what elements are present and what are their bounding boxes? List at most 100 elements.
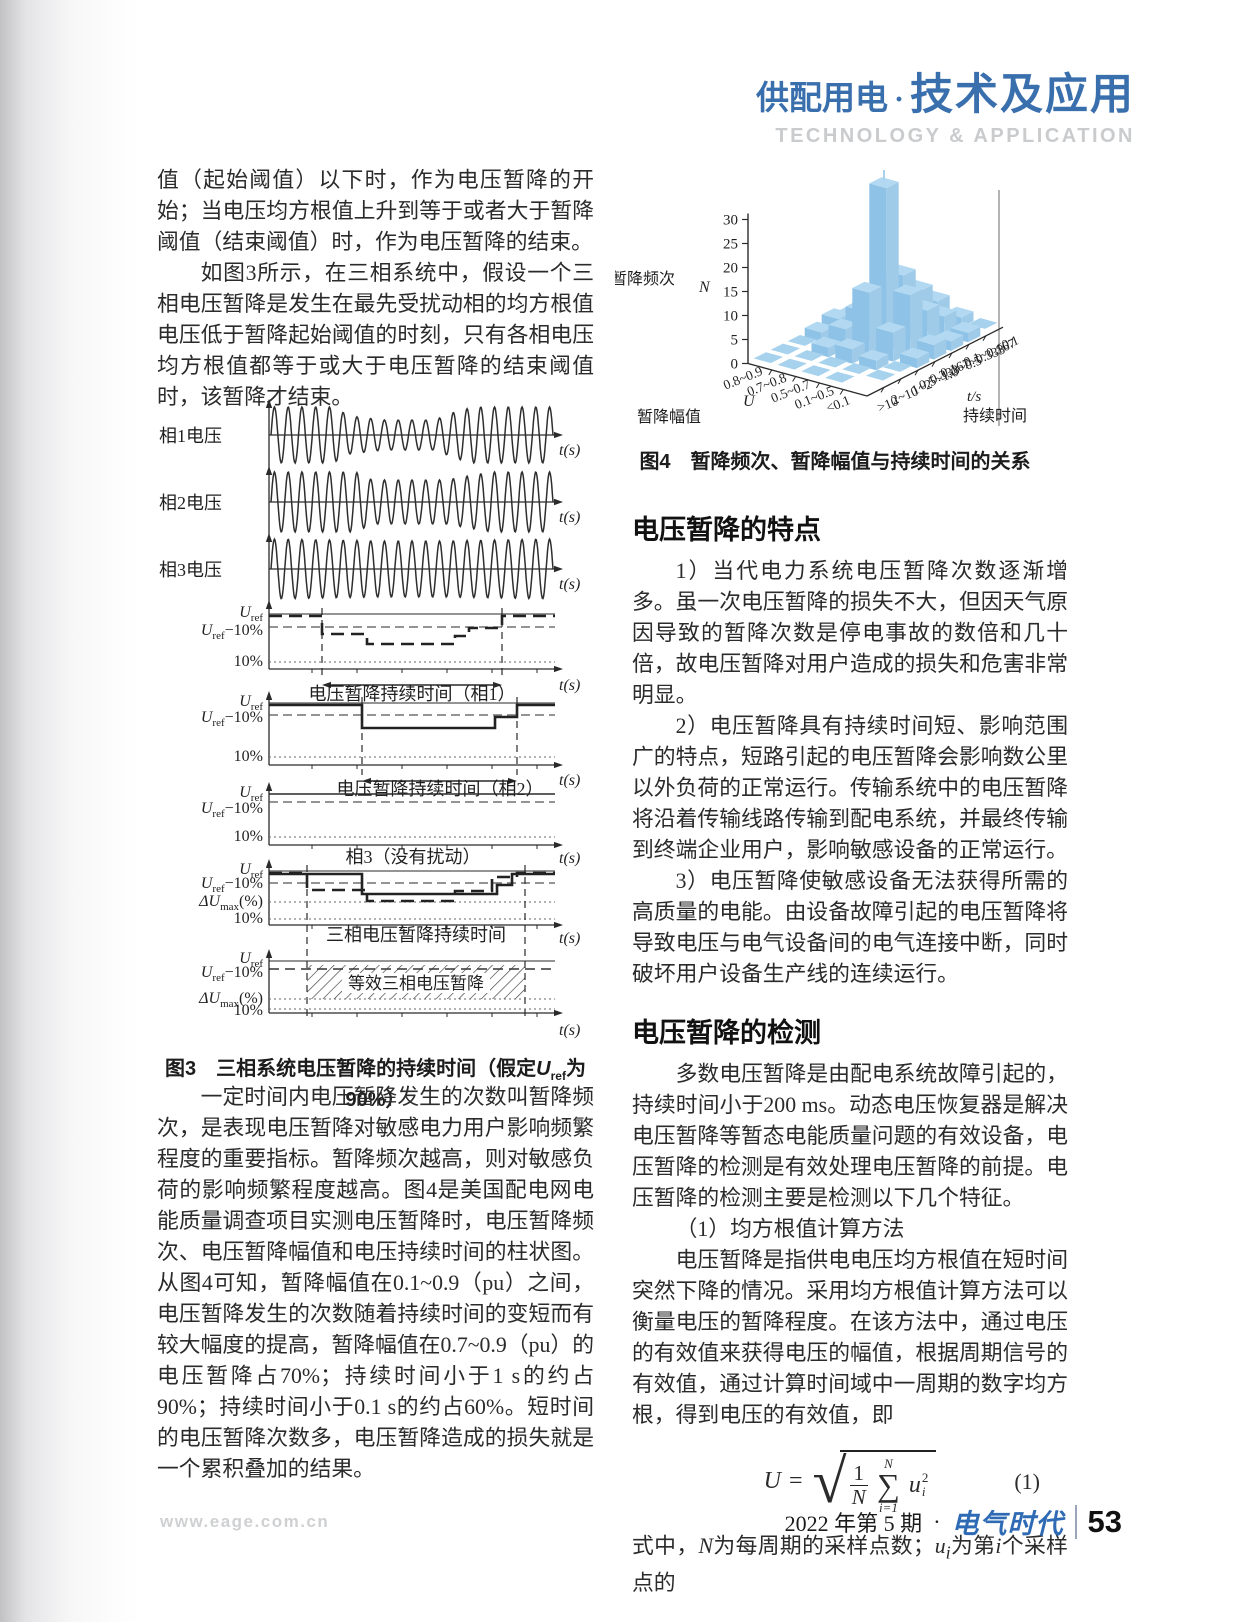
- footer-issue-block: 2022 年第 5 期 · 电气时代 53: [785, 1502, 1122, 1541]
- svg-text:三相电压暂降持续时间: 三相电压暂降持续时间: [326, 925, 506, 945]
- svg-text:U: U: [743, 393, 756, 410]
- summation-upper: N: [884, 1456, 893, 1472]
- figure4-caption: 图4 暂降频次、暂降幅值与持续时间的关系: [639, 451, 1031, 473]
- svg-text:10%: 10%: [234, 653, 263, 670]
- footer-page-number: 53: [1087, 1503, 1122, 1539]
- fraction-denominator: N: [851, 1485, 866, 1510]
- svg-text:t(s): t(s): [559, 772, 580, 789]
- svg-text:Uref−10%: Uref−10%: [201, 800, 263, 820]
- radical: √ 1 N N ∑ i=1 u: [812, 1447, 937, 1516]
- svg-text:Uref−10%: Uref−10%: [201, 622, 263, 642]
- svg-text:10%: 10%: [234, 748, 263, 765]
- svg-text:t(s): t(s): [559, 576, 580, 593]
- equation-1: U = √ 1 N N ∑ i=1: [632, 1443, 1068, 1521]
- term-scripts: 2 i: [921, 1469, 929, 1501]
- svg-text:Uref−10%: Uref−10%: [201, 709, 263, 729]
- svg-text:相3（没有扰动）: 相3（没有扰动）: [346, 847, 481, 867]
- equation-number: (1): [1014, 1469, 1040, 1494]
- paragraph: 电压暂降是指供电电压均方根值在短时间突然下降的情况。采用均方根值计算方法可以衡量…: [632, 1248, 1068, 1427]
- footer-divider: [1074, 1504, 1077, 1539]
- svg-text:30: 30: [723, 213, 738, 229]
- svg-text:相3电压: 相3电压: [159, 560, 222, 580]
- paragraph: （1）均方根值计算方法: [675, 1217, 905, 1241]
- svg-text:>10: >10: [875, 393, 900, 415]
- header-topic: 技术及应用: [910, 72, 1135, 119]
- svg-text:t(s): t(s): [559, 442, 580, 459]
- section-heading-detection: 电压暂降的检测: [632, 1018, 821, 1048]
- figure4-3d-histogram: 0 5 10 15 20 25 30 暂降频次 N 0.8~0.9 0.7~0.8 0.5~0.7 0.…: [611, 168, 1055, 474]
- svg-text:t(s): t(s): [559, 677, 580, 694]
- figure3-plot: 相1电压t(s)相2电压t(s)相3电压t(s)UrefUref−10%10%电…: [159, 399, 580, 1039]
- summation-lower: i=1: [879, 1499, 898, 1515]
- header-section: 供配用电: [755, 79, 888, 116]
- svg-text:ΔUmax(%): ΔUmax(%): [198, 990, 263, 1010]
- svg-text:Uref: Uref: [239, 861, 263, 881]
- radical-sign: √: [812, 1447, 847, 1516]
- svg-text:10%: 10%: [234, 910, 263, 927]
- svg-text:1~2: 1~2: [909, 376, 934, 398]
- summation: N ∑ i=1: [877, 1457, 900, 1513]
- fraction: 1 N: [849, 1462, 869, 1510]
- header-subtitle-en: TECHNOLOGY & APPLICATION: [775, 125, 1135, 147]
- paragraph: 3）电压暂降使敏感设备无法获得所需的高质量的电能。由设备故障引起的电压暂降将导致…: [632, 869, 1068, 986]
- svg-text:t(s): t(s): [559, 930, 580, 947]
- svg-text:10%: 10%: [234, 828, 263, 845]
- svg-text:Uref−10%: Uref−10%: [201, 875, 263, 895]
- svg-text:电压暂降持续时间（相1）: 电压暂降持续时间（相1）: [309, 684, 516, 704]
- equation-equals: =: [788, 1468, 803, 1495]
- section-heading-characteristics: 电压暂降的特点: [632, 515, 821, 545]
- svg-text:t(s): t(s): [559, 509, 580, 526]
- svg-text:10%: 10%: [234, 1002, 263, 1019]
- footer-url: www.eage.com.cn: [160, 1512, 330, 1531]
- footer-dot: ·: [933, 1508, 941, 1534]
- svg-text:持续时间: 持续时间: [963, 407, 1027, 425]
- term-base: u: [908, 1471, 921, 1498]
- svg-text:0: 0: [731, 357, 739, 373]
- radicand: 1 N N ∑ i=1 u 2 i: [839, 1450, 937, 1514]
- svg-text:15: 15: [723, 285, 738, 301]
- header-title-cn: 供配用电 · 技术及应用: [756, 60, 1135, 122]
- term-superscript: 2: [921, 1469, 929, 1485]
- left-column-lower: 一定时间内电压暂降发生的次数叫暂降频次，是表现电压暂降对敏感电力用户影响频繁程度…: [157, 1082, 594, 1485]
- svg-text:Uref: Uref: [239, 604, 263, 624]
- svg-text:t(s): t(s): [559, 850, 580, 867]
- svg-text:暂降频次: 暂降频次: [615, 270, 675, 288]
- paragraph: 多数电压暂降是由配电系统故障引起的，持续时间小于200 ms。动态电压恢复器是解…: [632, 1062, 1068, 1210]
- figure3-three-phase-sag: 相1电压 t(s) 相2电压 t(s) 相3电压 t(s) Uref Uref−10% 10% 电…: [157, 395, 594, 1112]
- svg-text:<0.1: <0.1: [992, 332, 1020, 355]
- paragraph: 式中，N为每周期的采样点数；ui为第i个采样点的: [632, 1534, 1068, 1596]
- term-subscript: i: [921, 1484, 926, 1500]
- summand-term: u 2 i: [908, 1469, 929, 1501]
- footer-issue: 2022 年第 5 期: [784, 1510, 923, 1536]
- paragraph: 1）当代电力系统电压暂降次数逐渐增多。虽一次电压暂降的损失不大，但因天气原因导致…: [632, 559, 1068, 707]
- equation-lhs: U: [763, 1468, 781, 1495]
- header-dot: ·: [893, 83, 904, 116]
- svg-text:Uref: Uref: [239, 693, 263, 713]
- svg-text:电压暂降持续时间（相2）: 电压暂降持续时间（相2）: [337, 779, 544, 799]
- svg-text:10: 10: [723, 309, 738, 325]
- fraction-numerator: 1: [849, 1462, 869, 1487]
- svg-text:5: 5: [731, 333, 739, 349]
- paragraph: 值（起始阈值）以下时，作为电压暂降的开始；当电压均方根值上升到等于或者大于暂降阈…: [157, 168, 594, 254]
- svg-text:Uref−10%: Uref−10%: [201, 964, 263, 984]
- svg-text:25: 25: [723, 237, 738, 253]
- svg-text:相1电压: 相1电压: [159, 426, 222, 446]
- figure3-caption: 图3 三相系统电压暂降的持续时间（假定Uref为90%）: [165, 1058, 586, 1111]
- svg-text:t/s: t/s: [967, 389, 981, 405]
- svg-text:Uref: Uref: [239, 950, 263, 970]
- svg-text:Uref: Uref: [239, 784, 263, 804]
- right-column: 电压暂降的特点 1）当代电力系统电压暂降次数逐渐增多。虽一次电压暂降的损失不大，…: [632, 513, 1068, 1599]
- svg-text:暂降幅值: 暂降幅值: [637, 408, 701, 426]
- page-header: 供配用电 · 技术及应用 TECHNOLOGY & APPLICATION: [756, 60, 1135, 148]
- equation-body: U = √ 1 N N ∑ i=1: [763, 1447, 937, 1516]
- svg-text:ΔUmax(%): ΔUmax(%): [198, 893, 263, 913]
- paragraph: 一定时间内电压暂降发生的次数叫暂降频次，是表现电压暂降对敏感电力用户影响频繁程度…: [157, 1085, 594, 1481]
- footer-brand-logo: 电气时代: [951, 1509, 1064, 1539]
- svg-text:20: 20: [723, 261, 738, 277]
- svg-text:相2电压: 相2电压: [159, 493, 222, 513]
- svg-text:N: N: [698, 279, 711, 296]
- svg-text:t(s): t(s): [559, 1022, 580, 1039]
- svg-text:等效三相电压暂降: 等效三相电压暂降: [348, 974, 484, 993]
